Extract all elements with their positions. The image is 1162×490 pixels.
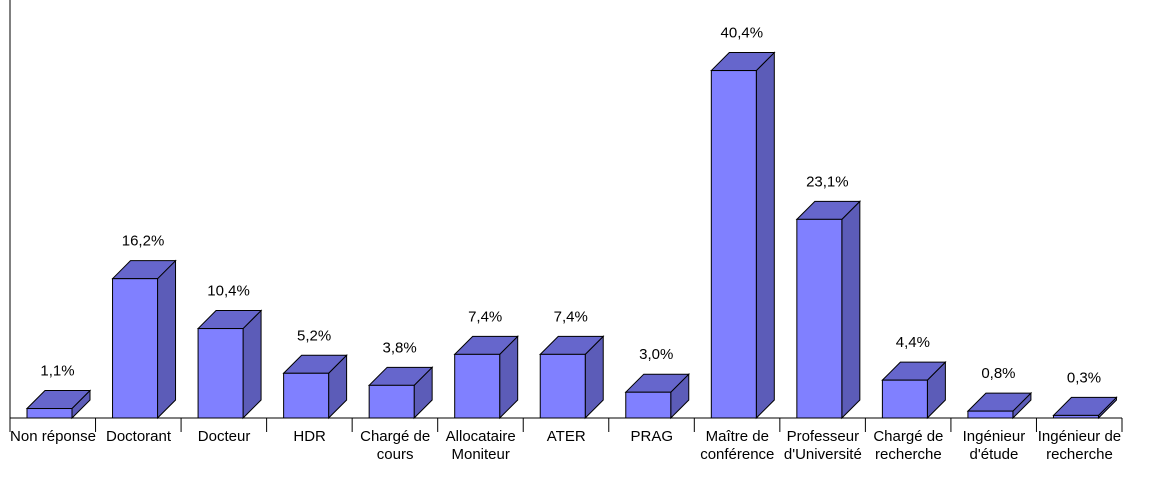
- value-label: 3,0%: [639, 346, 673, 363]
- bar: [453, 335, 519, 420]
- bar-side: [841, 200, 861, 420]
- bar-side: [242, 309, 262, 420]
- value-label: 7,4%: [468, 308, 502, 325]
- value-label: 16,2%: [122, 233, 165, 250]
- bar: [624, 372, 690, 420]
- x-tick-label: Ingénieur de recherche: [1037, 428, 1122, 463]
- value-label: 3,8%: [383, 339, 417, 356]
- x-tick-label: Non réponse: [10, 428, 96, 445]
- value-label: 1,1%: [40, 363, 74, 380]
- x-tick-label: HDR: [293, 428, 326, 445]
- bar-front: [796, 218, 843, 419]
- value-label: 7,4%: [554, 308, 588, 325]
- value-label: 4,4%: [896, 334, 930, 351]
- value-label: 40,4%: [721, 25, 764, 42]
- x-tick-label: Maître de conférence: [700, 428, 775, 463]
- x-tick-label: PRAG: [630, 428, 674, 445]
- x-tick-label: Docteur: [197, 428, 251, 445]
- bar-front: [1052, 414, 1099, 419]
- bar-side: [157, 259, 177, 420]
- bar: [795, 200, 862, 420]
- bar-front: [197, 328, 244, 419]
- bar: [196, 309, 263, 420]
- bar-front: [539, 353, 586, 419]
- bar: [539, 335, 605, 420]
- bar-front: [454, 353, 501, 419]
- bar: [966, 391, 1033, 420]
- value-label: 23,1%: [806, 173, 849, 190]
- x-tick-label: Chargé de cours: [360, 428, 431, 463]
- bar-front: [26, 408, 73, 419]
- bar-front: [368, 384, 415, 419]
- x-tick-label: Allocataire Moniteur: [445, 428, 516, 463]
- bar-front: [967, 410, 1014, 419]
- bar-side: [755, 51, 775, 420]
- value-label: 5,2%: [297, 327, 331, 344]
- x-tick-label: ATER: [546, 428, 586, 445]
- bar-front: [710, 70, 757, 419]
- x-tick-label: Ingénieur d'étude: [962, 428, 1026, 463]
- bar: [710, 51, 776, 420]
- value-label: 0,8%: [981, 365, 1015, 382]
- bar-front: [625, 391, 672, 419]
- x-tick-label: Professeur d'Université: [783, 428, 862, 463]
- bar-front: [881, 379, 928, 419]
- x-tick-label: Doctorant: [106, 428, 172, 445]
- x-tick-label: Chargé de recherche: [873, 428, 944, 463]
- bar-front: [283, 372, 330, 419]
- bar: [1052, 396, 1118, 420]
- value-label: 10,4%: [207, 283, 250, 300]
- bar-top: [1052, 396, 1118, 416]
- bar-front: [112, 278, 159, 419]
- bar: [367, 366, 434, 420]
- bar: [282, 354, 348, 420]
- value-label: 0,3%: [1067, 369, 1101, 386]
- bar: [111, 259, 177, 420]
- bar: [881, 360, 947, 420]
- bar: [25, 389, 92, 420]
